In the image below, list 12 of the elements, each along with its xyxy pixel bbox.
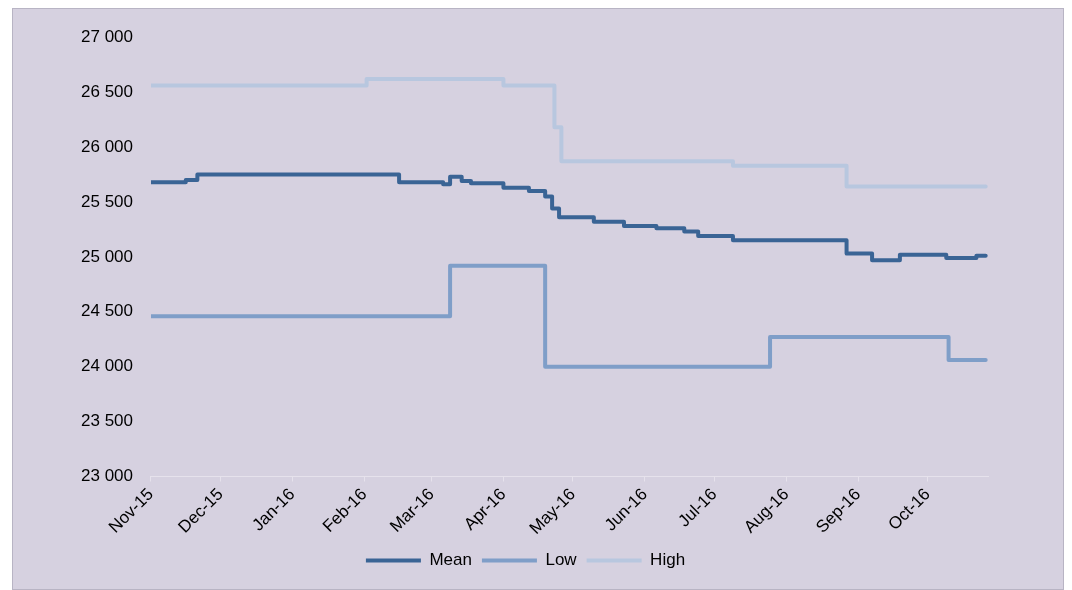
y-tick-label: 23 000: [81, 466, 133, 486]
y-tick-label: 24 000: [81, 356, 133, 376]
y-tick-label: 24 500: [81, 301, 133, 321]
y-tick-label: 25 000: [81, 246, 133, 266]
legend-label: Mean: [429, 550, 472, 570]
legend-label: High: [650, 550, 686, 570]
y-tick-label: 27 000: [81, 26, 133, 46]
y-tick-label: 25 500: [81, 191, 133, 211]
y-tick-label: 23 500: [81, 411, 133, 431]
y-tick-label: 26 000: [81, 136, 133, 156]
y-tick-label: 26 500: [81, 81, 133, 101]
legend-label: Low: [545, 550, 578, 570]
